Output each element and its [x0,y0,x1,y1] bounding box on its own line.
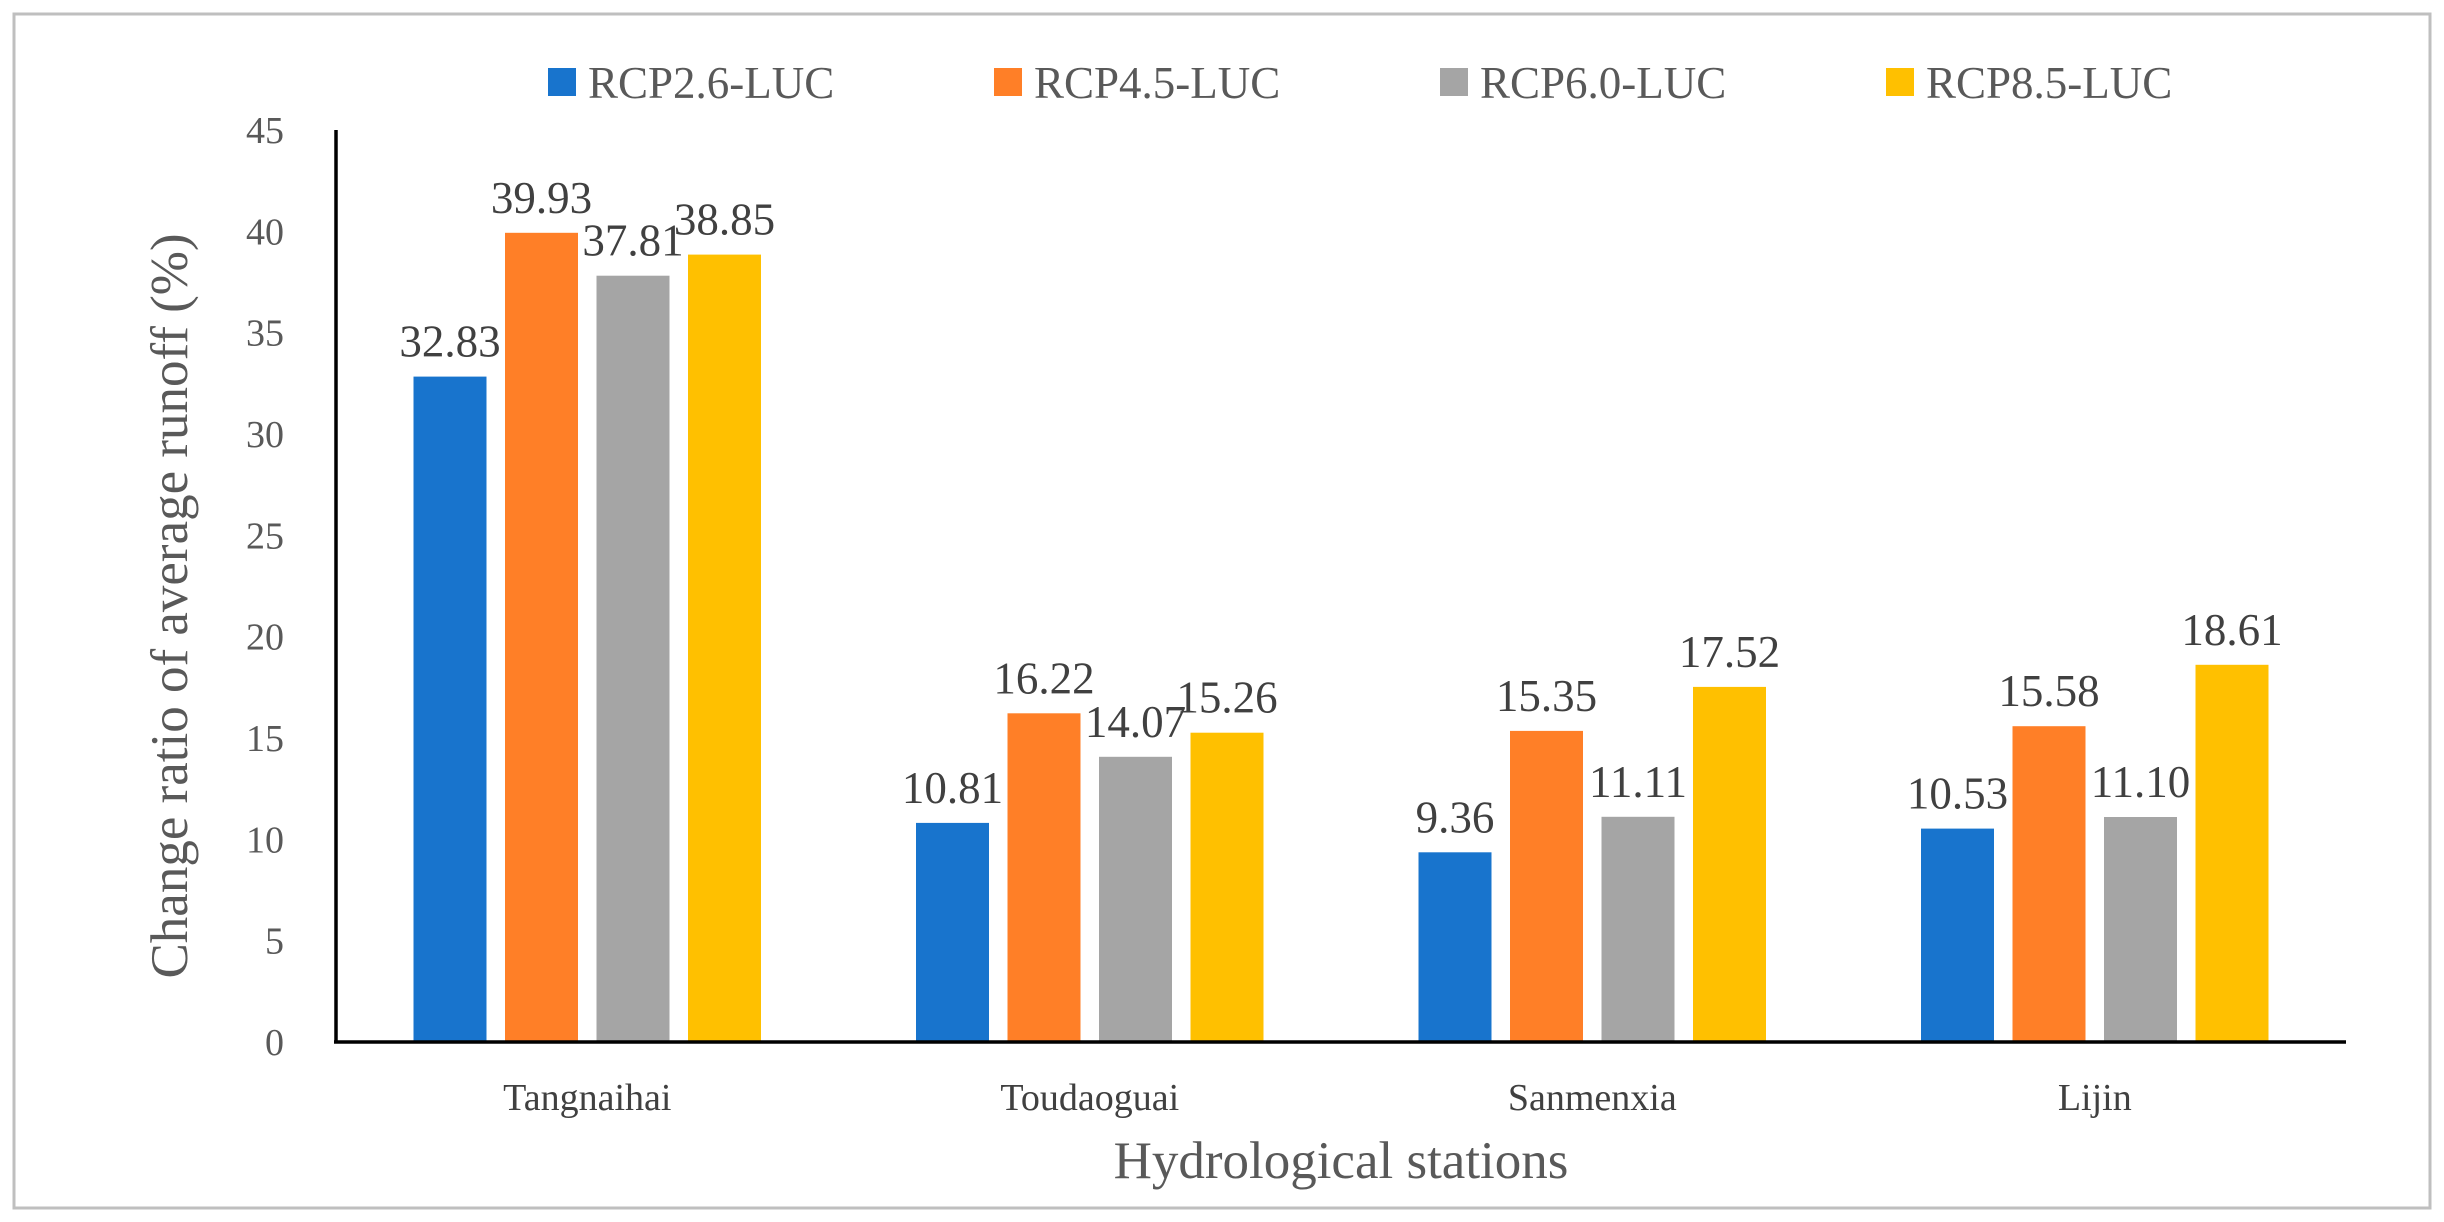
data-label-rcp6-0-luc-tangnaihai: 37.81 [582,216,683,266]
legend-label-rcp8-5-luc: RCP8.5-LUC [1926,58,2172,108]
data-label-rcp6-0-luc-toudaoguai: 14.07 [1085,697,1186,747]
bar-rcp6-0-luc-tangnaihai [596,275,670,1042]
data-label-rcp4-5-luc-toudaoguai: 16.22 [993,653,1094,703]
data-label-rcp8-5-luc-lijin: 18.61 [2181,605,2282,655]
legend-label-rcp4-5-luc: RCP4.5-LUC [1034,58,1280,108]
legend-swatch-rcp4-5-luc [994,68,1022,96]
data-label-rcp2-6-luc-lijin: 10.53 [1907,769,2008,819]
data-label-rcp2-6-luc-toudaoguai: 10.81 [902,763,1003,813]
legend-label-rcp2-6-luc: RCP2.6-LUC [588,58,834,108]
legend-swatch-rcp6-0-luc [1440,68,1468,96]
legend-item-rcp6-0-luc: RCP6.0-LUC [1440,58,1726,108]
data-label-rcp8-5-luc-tangnaihai: 38.85 [674,195,775,245]
y-tick-label-20: 20 [246,617,284,659]
x-tick-label-sanmenxia: Sanmenxia [1508,1077,1677,1119]
bar-rcp4-5-luc-sanmenxia [1510,730,1583,1042]
y-axis-title: Change ratio of average runoff (%) [141,233,199,978]
data-label-rcp6-0-luc-sanmenxia: 11.11 [1589,757,1687,807]
x-axis-categories: Tangnaihai Toudaoguai Sanmenxia Lijin [503,1077,2132,1119]
data-label-rcp4-5-luc-sanmenxia: 15.35 [1496,671,1597,721]
y-tick-label-45: 45 [246,110,284,152]
legend-swatch-rcp8-5-luc [1886,68,1914,96]
bar-rcp4-5-luc-toudaoguai [1007,713,1081,1042]
bar-rcp4-5-luc-lijin [2012,726,2086,1042]
data-label-rcp6-0-luc-lijin: 11.10 [2091,757,2191,807]
y-tick-label-0: 0 [265,1022,284,1064]
legend-item-rcp2-6-luc: RCP2.6-LUC [548,58,834,108]
legend-label-rcp6-0-luc: RCP6.0-LUC [1480,58,1726,108]
bars [413,232,2269,1043]
data-label-rcp4-5-luc-tangnaihai: 39.93 [491,173,592,223]
y-tick-label-35: 35 [246,313,284,355]
bar-rcp2-6-luc-lijin [1921,828,1994,1042]
bar-rcp8-5-luc-sanmenxia [1693,686,1766,1042]
y-tick-label-5: 5 [265,921,284,963]
bar-rcp8-5-luc-lijin [2195,664,2269,1042]
legend-swatch-rcp2-6-luc [548,68,576,96]
x-tick-label-tangnaihai: Tangnaihai [503,1077,671,1119]
x-tick-label-lijin: Lijin [2058,1077,2132,1119]
x-tick-label-toudaoguai: Toudaoguai [1000,1077,1179,1119]
x-axis-title: Hydrological stations [1114,1132,1569,1190]
data-label-rcp8-5-luc-toudaoguai: 15.26 [1176,673,1277,723]
y-tick-label-30: 30 [246,414,284,456]
data-label-rcp4-5-luc-lijin: 15.58 [1998,666,2099,716]
bar-rcp6-0-luc-lijin [2104,817,2177,1042]
bar-rcp2-6-luc-tangnaihai [413,376,487,1043]
data-label-rcp8-5-luc-sanmenxia: 17.52 [1679,627,1780,677]
y-tick-label-15: 15 [246,718,284,760]
y-tick-label-40: 40 [246,211,284,253]
legend: RCP2.6-LUC RCP4.5-LUC RCP6.0-LUC RCP8.5-LUC [548,58,2172,108]
y-axis-ticks: 0 5 10 15 20 25 30 35 40 45 [246,110,284,1064]
bar-rcp8-5-luc-toudaoguai [1190,732,1264,1042]
bar-rcp8-5-luc-tangnaihai [688,254,761,1043]
data-label-rcp2-6-luc-tangnaihai: 32.83 [399,317,500,367]
bar-rcp2-6-luc-sanmenxia [1418,852,1492,1042]
bar-rcp4-5-luc-tangnaihai [505,232,578,1043]
bar-rcp6-0-luc-sanmenxia [1601,816,1675,1042]
bar-rcp6-0-luc-toudaoguai [1099,756,1172,1042]
bar-rcp2-6-luc-toudaoguai [916,822,989,1042]
legend-item-rcp4-5-luc: RCP4.5-LUC [994,58,1280,108]
data-label-rcp2-6-luc-sanmenxia: 9.36 [1416,792,1495,842]
legend-item-rcp8-5-luc: RCP8.5-LUC [1886,58,2172,108]
y-tick-label-25: 25 [246,515,284,557]
y-tick-label-10: 10 [246,819,284,861]
